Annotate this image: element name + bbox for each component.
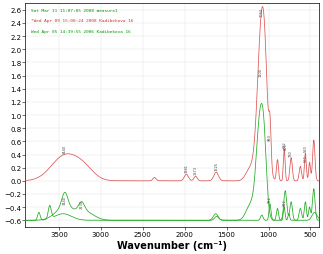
Text: Sat Mar 11 11:07:05 2008 measure1: Sat Mar 11 11:07:05 2008 measure1 <box>31 9 118 13</box>
Text: 983: 983 <box>268 134 272 140</box>
Text: 1084: 1084 <box>260 8 264 17</box>
X-axis label: Wavenumber (cm⁻¹): Wavenumber (cm⁻¹) <box>117 240 227 250</box>
Text: 812: 812 <box>282 199 286 205</box>
Text: 560: 560 <box>303 145 307 152</box>
Text: Wed Apr 05 14:39:55 2006 Kadibekova 16: Wed Apr 05 14:39:55 2006 Kadibekova 16 <box>31 30 131 34</box>
Text: 1625: 1625 <box>214 162 218 171</box>
Text: 3440: 3440 <box>63 145 67 154</box>
Text: 1981: 1981 <box>184 164 188 173</box>
Text: 730: 730 <box>289 150 293 156</box>
Text: 1100: 1100 <box>258 67 262 76</box>
Text: 3440: 3440 <box>63 195 67 204</box>
Text: 560: 560 <box>303 155 307 162</box>
Text: *Wed Apr 09 15:00:24 2008 Kadibekova 16: *Wed Apr 09 15:00:24 2008 Kadibekova 16 <box>31 19 134 23</box>
Text: 982: 982 <box>268 195 272 202</box>
Text: 800: 800 <box>283 143 287 150</box>
Text: 812: 812 <box>282 140 286 147</box>
Text: 1873: 1873 <box>193 166 198 174</box>
Text: 3230: 3230 <box>79 200 84 209</box>
